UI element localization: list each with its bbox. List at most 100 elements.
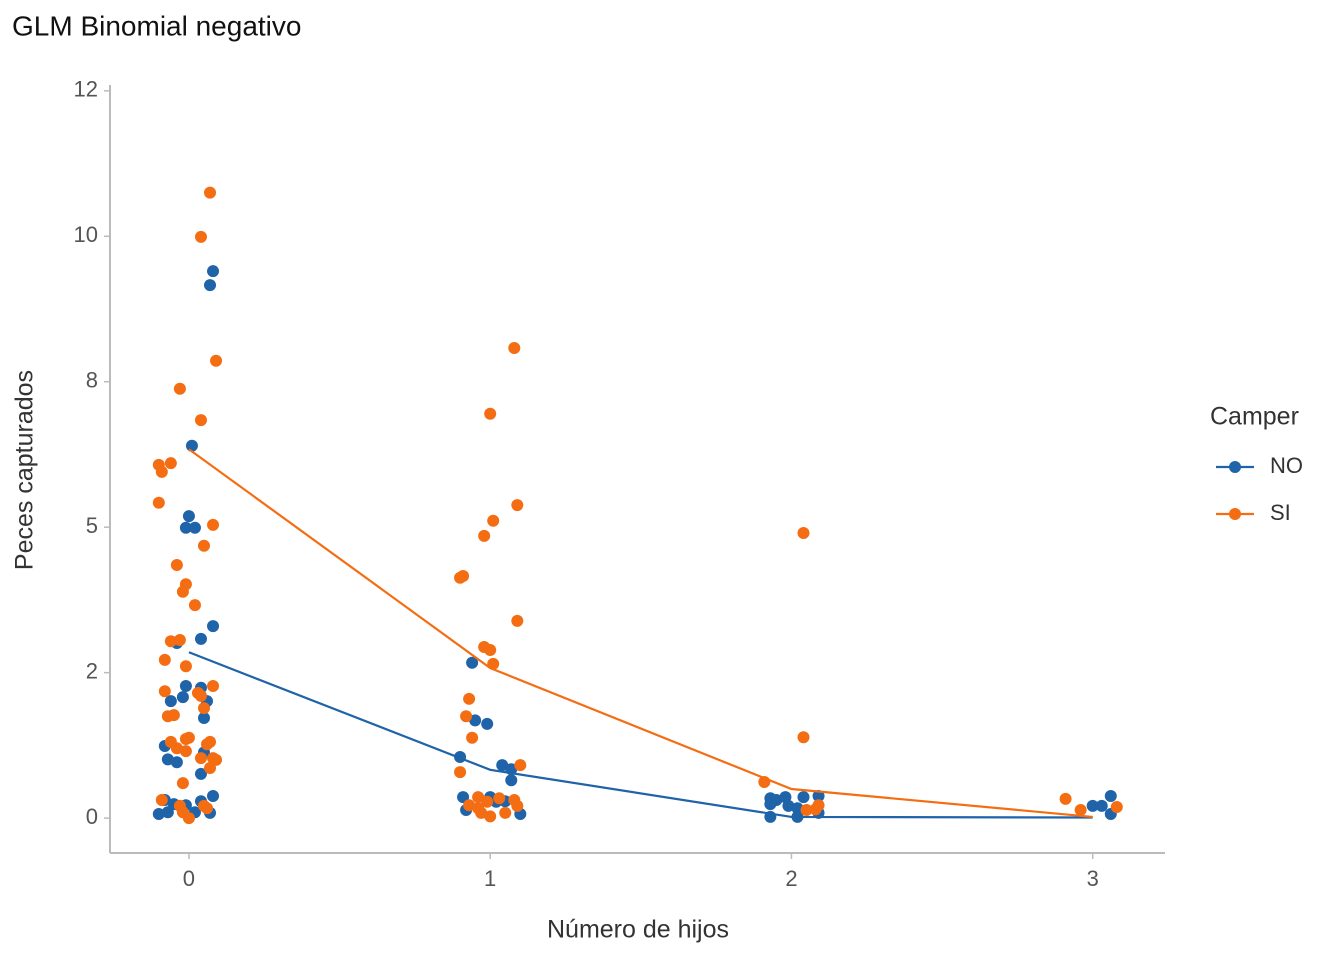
data-point — [179, 521, 192, 534]
data-point — [511, 614, 524, 627]
data-point — [194, 689, 207, 702]
data-point — [812, 789, 825, 802]
data-point — [782, 799, 795, 812]
legend-marker — [1229, 508, 1241, 520]
data-point — [176, 777, 189, 790]
data-point — [809, 803, 822, 816]
data-point — [197, 539, 210, 552]
data-point — [484, 643, 497, 656]
data-point — [179, 745, 192, 758]
data-point — [791, 802, 804, 815]
legend-label: NO — [1270, 453, 1303, 478]
data-point — [182, 812, 195, 825]
data-point — [155, 465, 168, 478]
data-point — [152, 496, 165, 509]
data-point — [1104, 789, 1117, 802]
data-point — [469, 714, 482, 727]
y-tick-label: 12 — [74, 77, 98, 102]
x-tick-label: 0 — [183, 866, 195, 891]
data-point — [207, 265, 220, 278]
data-point — [1074, 803, 1087, 816]
data-point — [463, 692, 476, 705]
data-point — [475, 806, 488, 819]
data-point — [197, 702, 210, 715]
data-point — [797, 527, 810, 539]
y-tick-label: 5 — [86, 513, 98, 538]
y-tick-label: 10 — [74, 222, 98, 247]
data-point — [508, 341, 521, 354]
data-point — [188, 599, 201, 612]
data-point — [194, 230, 207, 243]
data-point — [511, 499, 524, 512]
data-point — [179, 660, 192, 673]
data-point — [194, 752, 207, 765]
data-point — [505, 774, 518, 787]
x-axis-title: Número de hijos — [547, 916, 729, 944]
data-point — [176, 691, 189, 704]
data-point — [800, 803, 813, 816]
data-point — [210, 354, 223, 367]
data-point — [207, 620, 220, 633]
data-point — [797, 791, 810, 804]
data-point — [454, 766, 467, 779]
data-point — [155, 794, 168, 807]
data-point — [1059, 792, 1072, 805]
data-point — [493, 792, 506, 805]
data-point — [179, 680, 192, 693]
data-point — [201, 738, 214, 751]
data-point — [466, 656, 479, 669]
data-point — [182, 731, 195, 744]
data-point — [496, 759, 509, 772]
data-point — [1110, 801, 1123, 814]
data-point — [152, 808, 165, 821]
data-point — [161, 753, 174, 766]
data-point — [161, 806, 174, 819]
y-tick-label: 0 — [86, 804, 98, 829]
data-point — [197, 712, 210, 725]
data-point — [481, 717, 494, 730]
data-point — [514, 759, 527, 772]
x-tick-label: 3 — [1087, 866, 1099, 891]
data-point — [478, 529, 491, 542]
legend-marker — [1229, 461, 1241, 473]
data-point — [511, 799, 524, 812]
data-point — [170, 742, 183, 755]
data-point — [173, 382, 186, 395]
data-point — [457, 570, 470, 583]
data-point — [460, 710, 473, 723]
data-point — [207, 680, 220, 693]
data-point — [207, 789, 220, 802]
data-point — [204, 762, 217, 775]
legend-label: SI — [1270, 500, 1291, 525]
data-point — [164, 457, 177, 470]
x-tick-label: 2 — [785, 866, 797, 891]
data-point — [194, 414, 207, 427]
data-point — [463, 799, 476, 812]
data-point — [158, 653, 171, 666]
data-point — [484, 407, 497, 420]
data-point — [204, 279, 217, 292]
data-point — [204, 186, 217, 199]
data-point — [161, 710, 174, 723]
data-point — [764, 798, 777, 811]
y-tick-label: 2 — [86, 658, 98, 683]
fit-line — [188, 651, 1093, 819]
data-point — [1095, 799, 1108, 812]
data-point — [499, 806, 512, 819]
y-tick-label: 8 — [86, 368, 98, 393]
data-point — [1086, 799, 1099, 812]
data-point — [164, 635, 177, 648]
data-point — [185, 439, 198, 452]
data-point — [170, 559, 183, 571]
data-point — [158, 685, 171, 698]
data-point — [170, 756, 183, 769]
data-point — [481, 795, 494, 808]
data-point — [173, 634, 186, 647]
data-point — [472, 791, 485, 804]
data-point — [201, 802, 214, 815]
data-point — [164, 695, 177, 708]
data-point — [797, 731, 810, 744]
legend-title: Camper — [1210, 403, 1299, 431]
data-point — [466, 731, 479, 744]
